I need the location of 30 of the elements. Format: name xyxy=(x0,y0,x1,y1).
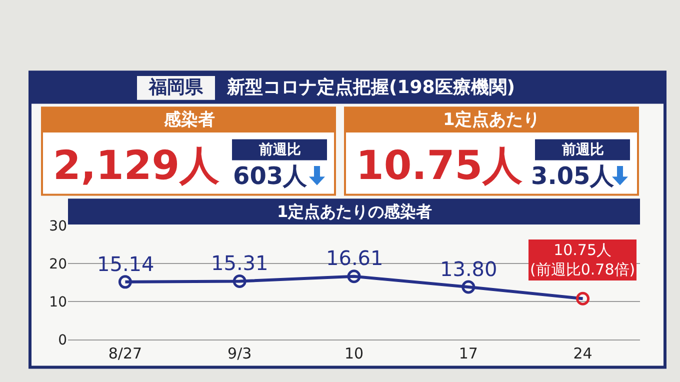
chart-title: 1定点あたりの感染者 xyxy=(277,202,432,221)
data-label: 16.61 xyxy=(326,246,384,270)
x-tick-label: 17 xyxy=(458,344,478,362)
y-tick-label: 0 xyxy=(58,332,67,348)
y-tick-label: 30 xyxy=(49,218,67,234)
x-tick-label: 9/3 xyxy=(228,344,252,362)
data-label: 15.31 xyxy=(211,251,268,275)
point xyxy=(347,270,361,284)
point xyxy=(462,280,476,294)
x-tick-label: 10 xyxy=(344,344,364,362)
text: 3.05人 xyxy=(531,162,616,190)
text: 前週比 xyxy=(258,142,301,158)
text: 2,129人 xyxy=(53,143,221,189)
x-tick-label: 24 xyxy=(573,344,592,362)
text: 前週比 xyxy=(561,142,604,158)
point xyxy=(232,274,246,288)
y-tick-label: 20 xyxy=(49,256,67,272)
text: 1定点あたり xyxy=(443,110,540,130)
x-tick-label: 8/27 xyxy=(108,344,142,362)
text: 感染者 xyxy=(163,110,215,130)
text: 603人 xyxy=(233,162,308,190)
data-label: 15.14 xyxy=(97,252,154,276)
text: 新型コロナ定点把握(198医療機関) xyxy=(226,77,516,98)
point xyxy=(118,275,132,289)
y-tick-label: 10 xyxy=(49,294,67,310)
data-label: 10.75人 (前週比0.78倍) xyxy=(530,241,636,278)
text: 10.75人 xyxy=(356,143,524,189)
data-label: 13.80 xyxy=(440,257,498,281)
text: 福岡県 xyxy=(148,77,204,98)
point xyxy=(576,292,590,306)
